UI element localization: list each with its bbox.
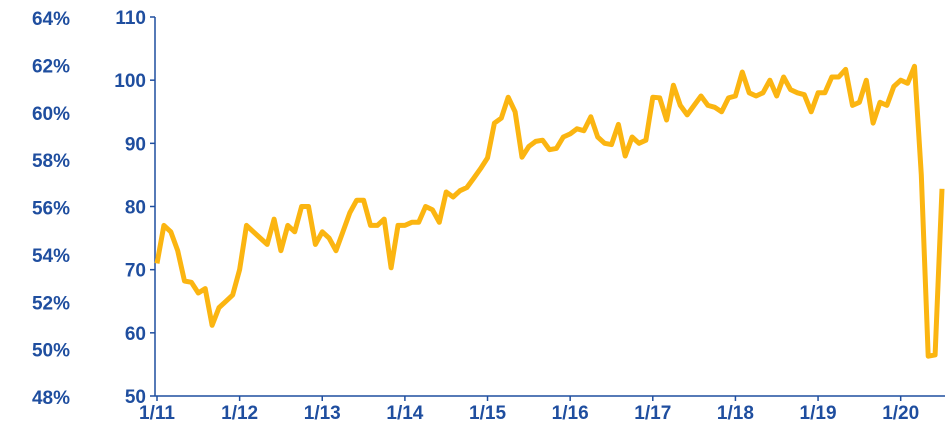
line — [154, 63, 945, 359]
y-tick-label: 54% — [32, 246, 70, 267]
y2-tick-label: 50 — [125, 387, 146, 408]
y2-tick-label: 60 — [125, 324, 146, 345]
y2-tick-label: 110 — [115, 8, 146, 29]
y2-tick-label: 80 — [125, 198, 146, 219]
y-tick-label: 52% — [32, 293, 70, 314]
y-tick-label: 58% — [32, 151, 70, 172]
x-tick-label: 1/13 — [304, 403, 341, 424]
y2-tick-label: 70 — [125, 261, 146, 282]
x-tick-label: 1/15 — [469, 403, 506, 424]
x-tick-label: 1/16 — [552, 403, 589, 424]
y-tick-label: 60% — [32, 104, 70, 125]
y-tick-label: 64% — [32, 9, 70, 30]
x-tick-label: 1/11 — [139, 403, 175, 424]
y-tick-label: 62% — [32, 56, 70, 77]
x-tick-label: 1/18 — [717, 403, 754, 424]
x-tick-label: 1/19 — [800, 403, 837, 424]
x-tick-label: 1/20 — [882, 403, 919, 424]
y-tick-label: 50% — [32, 341, 70, 362]
y2-tick-label: 90 — [125, 134, 146, 155]
x-tick-label: 1/12 — [221, 403, 258, 424]
y-tick-label: 48% — [32, 388, 70, 409]
x-tick-label: 1/17 — [634, 403, 671, 424]
y-tick-label: 56% — [32, 199, 70, 220]
y2-tick-label: 100 — [114, 71, 146, 92]
x-tick-label: 1/14 — [386, 403, 423, 424]
